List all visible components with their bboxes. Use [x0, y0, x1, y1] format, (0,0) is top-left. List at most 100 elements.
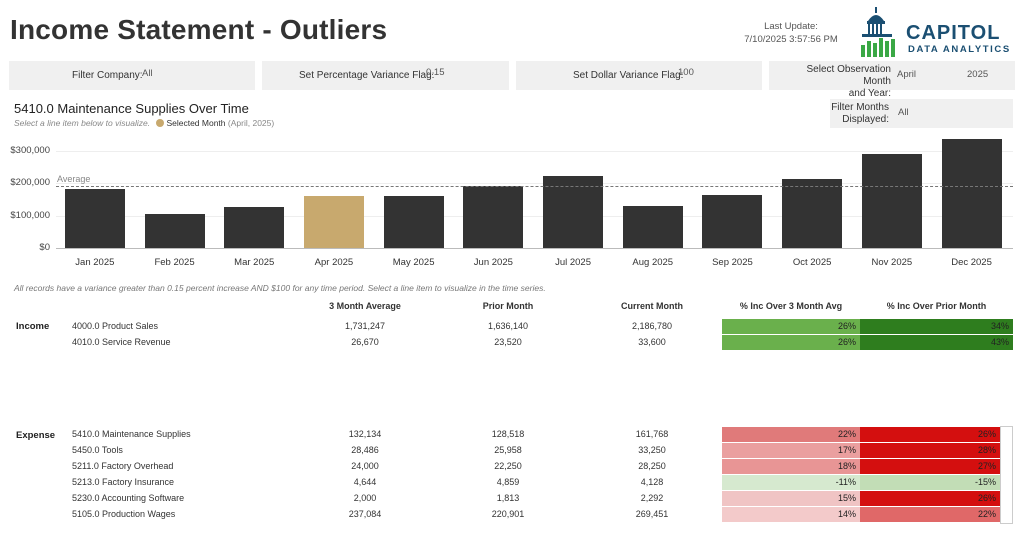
months-displayed-label: Filter Months Displayed:	[830, 102, 889, 126]
bar-may-2025[interactable]	[383, 195, 444, 248]
selected-month-legend-icon	[156, 119, 165, 127]
line-item-name[interactable]: 4000.0 Product Sales	[72, 321, 159, 331]
y-tick-label: $300,000	[10, 144, 50, 156]
bar-apr-2025[interactable]	[303, 195, 364, 248]
x-tick-label: Aug 2025	[632, 257, 674, 268]
observation-label-line1: Select Observation Month	[806, 64, 892, 87]
last-update-label: Last Update:	[764, 21, 818, 32]
three-month-avg: 28,486	[351, 445, 379, 455]
prior-month: 1,813	[496, 493, 520, 503]
pct-over-prior-cell: 43%	[860, 335, 1013, 350]
pct-variance-value[interactable]: 0.15	[426, 67, 445, 78]
line-item-name[interactable]: 5230.0 Accounting Software	[72, 493, 185, 503]
x-tick-label: Nov 2025	[871, 257, 913, 268]
dollar-variance-value[interactable]: 100	[678, 67, 694, 78]
filter-percentage-variance[interactable]: Set Percentage Variance Flag: 0.15	[262, 61, 509, 90]
three-month-avg: 4,644	[353, 477, 377, 487]
bar-sep-2025[interactable]	[702, 195, 763, 248]
x-tick-label: Jan 2025	[75, 257, 115, 268]
observation-month-value[interactable]: April	[897, 69, 917, 80]
gridline	[56, 150, 1013, 152]
variance-note: All records have a variance greater than…	[14, 283, 546, 293]
months-displayed-value[interactable]: All	[898, 107, 909, 118]
prior-month: 220,901	[491, 509, 525, 519]
line-item-name[interactable]: 5450.0 Tools	[72, 445, 123, 455]
line-item-name[interactable]: 5213.0 Factory Insurance	[72, 477, 175, 487]
average-label: Average	[57, 174, 91, 185]
observation-label-line2: and Year:	[848, 88, 891, 99]
capitol-logo-icon	[861, 7, 895, 57]
x-tick-label: Oct 2025	[792, 257, 832, 268]
prior-month: 25,958	[494, 445, 522, 455]
line-item-name[interactable]: 5410.0 Maintenance Supplies	[72, 429, 191, 439]
bar-mar-2025[interactable]	[224, 206, 285, 248]
three-month-avg: 132,134	[348, 429, 382, 439]
three-month-avg: 1,731,247	[344, 321, 386, 331]
prior-month: 22,250	[494, 461, 522, 471]
current-month: 2,186,780	[631, 321, 673, 331]
prior-month: 4,859	[496, 477, 520, 487]
months-label-line2: Displayed:	[842, 114, 889, 125]
current-month: 2,292	[640, 493, 664, 503]
pct-over-prior-cell: 22%	[860, 507, 1000, 522]
table-scrollbar[interactable]	[1000, 426, 1013, 524]
observation-year-value[interactable]: 2025	[967, 69, 989, 80]
y-tick-label: $100,000	[10, 209, 50, 221]
filter-company[interactable]: Filter Company: All	[9, 61, 255, 90]
y-tick-label: $200,000	[10, 177, 50, 189]
current-month: 33,600	[638, 337, 666, 347]
observation-label: Select Observation Month and Year:	[785, 64, 892, 100]
bar-aug-2025[interactable]	[622, 206, 683, 248]
x-tick-label: Feb 2025	[154, 257, 195, 268]
bar-jan-2025[interactable]	[64, 189, 125, 248]
col-header-pct-prior: % Inc Over Prior Month	[886, 301, 987, 311]
logo-subtext: DATA ANALYTICS	[908, 44, 1011, 55]
x-tick-label: May 2025	[392, 257, 435, 268]
bar-oct-2025[interactable]	[782, 179, 843, 248]
filter-months-displayed[interactable]: Filter Months Displayed: All	[830, 99, 1013, 128]
section-expense: Expense	[16, 430, 56, 441]
chart-title-item: 5410.0 Maintenance Supplies	[14, 101, 186, 116]
filter-dollar-variance[interactable]: Set Dollar Variance Flag: 100	[516, 61, 762, 90]
months-label-line1: Filter Months	[831, 102, 889, 113]
gridline	[56, 248, 1013, 249]
line-item-name[interactable]: 4010.0 Service Revenue	[72, 337, 171, 347]
col-header-3mo-avg: 3 Month Average	[329, 301, 401, 311]
current-month: 269,451	[635, 509, 669, 519]
bar-nov-2025[interactable]	[861, 154, 922, 248]
pct-over-3mo-cell: 17%	[722, 443, 860, 458]
y-tick-label: $0	[39, 242, 50, 253]
gridline	[56, 183, 1013, 185]
pct-over-3mo-cell: 15%	[722, 491, 860, 506]
current-month: 28,250	[638, 461, 666, 471]
x-tick-label: Mar 2025	[234, 257, 275, 268]
bar-feb-2025[interactable]	[144, 214, 205, 248]
line-item-name[interactable]: 5105.0 Production Wages	[72, 509, 176, 519]
pct-over-3mo-cell: 26%	[722, 335, 860, 350]
pct-over-prior-cell: -15%	[860, 475, 1000, 490]
filter-company-value[interactable]: All	[142, 68, 153, 79]
section-income: Income	[16, 321, 50, 332]
x-tick-label: Jun 2025	[473, 257, 513, 268]
pct-over-prior-cell: 34%	[860, 319, 1013, 334]
three-month-avg: 2,000	[353, 493, 377, 503]
pct-variance-label: Set Percentage Variance Flag:	[299, 70, 435, 81]
current-month: 33,250	[638, 445, 666, 455]
average-reference-line	[56, 186, 1013, 188]
filter-company-label: Filter Company:	[72, 70, 143, 81]
current-month: 4,128	[640, 477, 664, 487]
pct-over-3mo-cell: -11%	[722, 475, 860, 490]
filter-observation-month[interactable]: Select Observation Month and Year: April…	[769, 61, 1015, 99]
chart-title-suffix: Over Time	[185, 101, 249, 116]
prior-month: 23,520	[494, 337, 522, 347]
pct-over-3mo-cell: 22%	[722, 427, 860, 442]
last-update: Last Update: 7/10/2025 3:57:56 PM	[716, 20, 866, 46]
selected-month-label: Selected Month	[166, 118, 226, 128]
bar-dec-2025[interactable]	[941, 139, 1002, 248]
bar-jun-2025[interactable]	[463, 185, 524, 248]
three-month-avg: 237,084	[348, 509, 382, 519]
pct-over-prior-cell: 26%	[860, 427, 1000, 442]
bar-jul-2025[interactable]	[543, 175, 604, 248]
chart-hint-text: Select a line item below to visualize.	[14, 118, 151, 128]
line-item-name[interactable]: 5211.0 Factory Overhead	[72, 461, 174, 471]
